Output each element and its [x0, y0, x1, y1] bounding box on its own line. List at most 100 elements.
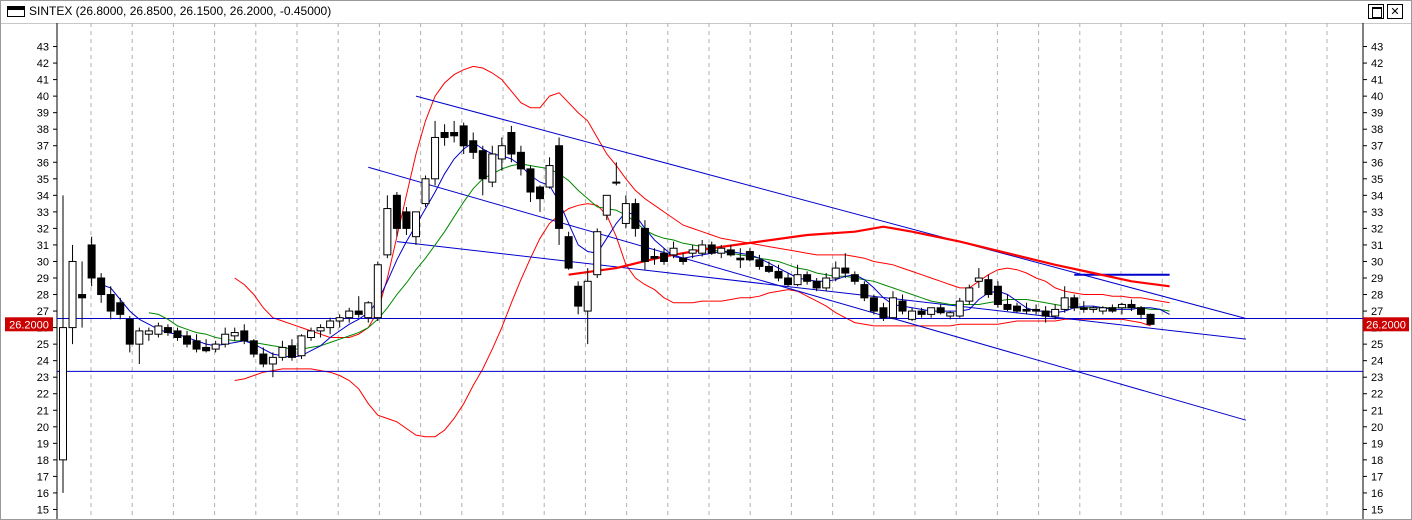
candle: [1032, 304, 1041, 315]
candle: [354, 296, 363, 318]
right-tick-label: 33: [1371, 207, 1383, 219]
candle: [1098, 306, 1107, 315]
candle: [497, 137, 506, 171]
candle: [536, 185, 544, 212]
candle: [516, 145, 525, 176]
right-tick-label: 15: [1371, 504, 1383, 516]
candle-body: [736, 257, 745, 261]
candle: [946, 311, 955, 320]
document-icon: [7, 6, 25, 17]
candle-body: [898, 300, 907, 312]
candle: [1146, 313, 1155, 326]
candle: [469, 132, 478, 159]
candle: [888, 291, 897, 320]
candle: [1051, 304, 1060, 320]
candle-body: [927, 307, 936, 315]
candle: [106, 286, 115, 320]
left-tick-label: 18: [37, 455, 49, 467]
candle-body: [1146, 313, 1155, 325]
candle-body: [440, 132, 449, 138]
candle: [545, 157, 554, 189]
last-price-right-text: 26.2000: [1366, 319, 1406, 331]
left-tick-label: 31: [37, 240, 49, 252]
candle-body: [240, 330, 249, 342]
candle-body: [287, 345, 296, 358]
candle-body: [869, 297, 878, 312]
candle-body: [1022, 308, 1031, 312]
candle-body: [879, 307, 888, 319]
candle-body: [1032, 308, 1041, 312]
right-tick-label: 21: [1371, 405, 1383, 417]
candle: [411, 211, 420, 245]
candle-body: [726, 249, 735, 256]
right-tick-label: 30: [1371, 256, 1383, 268]
candle: [297, 334, 306, 360]
candle-body: [545, 165, 554, 188]
candle: [259, 347, 268, 368]
right-tick-label: 34: [1371, 190, 1383, 202]
candle-body: [364, 302, 373, 319]
left-tick-label: 29: [37, 273, 49, 285]
candle-body: [822, 277, 831, 289]
candle-body: [1089, 307, 1098, 310]
candle-body: [698, 244, 707, 254]
candle: [507, 125, 516, 163]
left-tick-label: 30: [37, 256, 49, 268]
candle-body: [354, 310, 363, 315]
candle: [917, 307, 926, 318]
right-tick-label: 37: [1371, 141, 1383, 153]
candle: [278, 340, 287, 361]
candle-body: [431, 136, 440, 180]
candle: [211, 340, 220, 353]
close-button[interactable]: ✕: [1387, 4, 1403, 19]
title-bar[interactable]: SINTEX (26.8000, 26.8500, 26.1500, 26.20…: [1, 1, 1411, 24]
candle-body: [230, 332, 239, 337]
candle-body: [278, 346, 287, 358]
candle: [831, 261, 840, 282]
candle-body: [774, 270, 783, 279]
candle-body: [345, 310, 354, 319]
candle-body: [1003, 303, 1012, 310]
candle-body: [135, 330, 144, 345]
candle: [660, 248, 669, 265]
candle-body: [955, 300, 964, 317]
candle-body: [850, 274, 859, 282]
candle-body: [144, 330, 153, 335]
candle-body: [97, 277, 106, 296]
candle-body: [688, 249, 697, 254]
candle: [488, 145, 497, 188]
candle-body: [803, 274, 812, 282]
candle: [640, 220, 649, 270]
candle-body: [860, 284, 869, 299]
maximize-button[interactable]: [1368, 4, 1384, 19]
candle: [574, 281, 583, 315]
window-title: SINTEX (26.8000, 26.8500, 26.1500, 26.20…: [29, 4, 332, 18]
last-price-right-bg: [1363, 317, 1409, 332]
candle: [745, 248, 754, 262]
candle-body: [946, 312, 955, 317]
candle: [974, 268, 983, 288]
candle-body: [202, 346, 211, 352]
candle-body: [116, 302, 125, 315]
candle: [927, 307, 936, 318]
left-tick-label: 38: [37, 124, 49, 136]
candle-body: [221, 333, 230, 345]
left-tick-label: 42: [37, 58, 49, 70]
candle-body: [488, 153, 497, 183]
right-tick-label: 32: [1371, 223, 1383, 235]
right-tick-label: 41: [1371, 75, 1383, 87]
candle: [621, 195, 630, 229]
candle-body: [640, 227, 649, 262]
left-tick-label: 39: [37, 108, 49, 120]
candle-body: [1013, 305, 1021, 312]
candle: [612, 162, 621, 186]
candles: [59, 120, 1155, 493]
candle: [698, 239, 707, 257]
candle-body: [917, 310, 926, 315]
candle-body: [183, 335, 192, 345]
candle: [774, 264, 783, 282]
left-tick-label: 16: [37, 488, 49, 500]
candle-body: [812, 280, 821, 289]
candle-body: [421, 178, 430, 205]
candle-body: [831, 267, 840, 279]
